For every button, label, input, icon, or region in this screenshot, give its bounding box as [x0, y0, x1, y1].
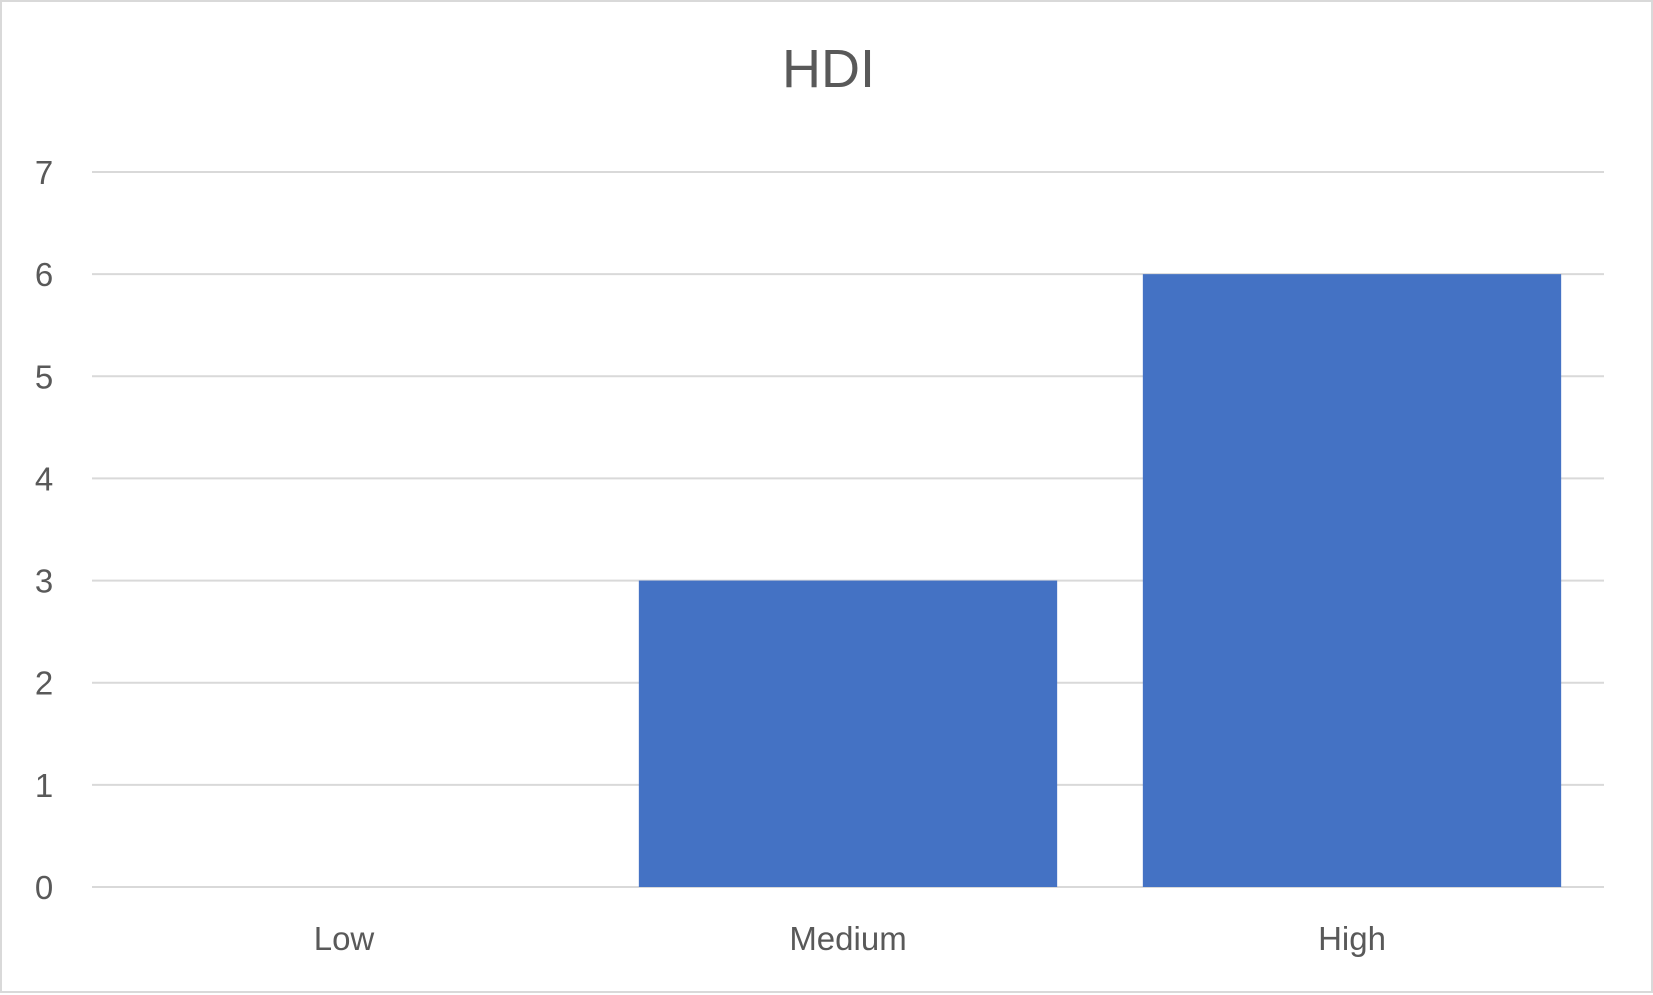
x-axis-ticks: Low Medium High — [314, 920, 1386, 957]
x-tick-label-low: Low — [314, 920, 375, 957]
bar-high — [1142, 274, 1562, 888]
y-tick-label: 2 — [35, 665, 53, 702]
bars — [638, 274, 1562, 888]
y-tick-label: 3 — [35, 563, 53, 600]
y-tick-label: 4 — [35, 460, 53, 497]
y-tick-label: 7 — [35, 154, 53, 191]
x-tick-label-high: High — [1318, 920, 1386, 957]
y-tick-label: 1 — [35, 767, 53, 804]
x-tick-label-medium: Medium — [789, 920, 906, 957]
chart-title: HDI — [782, 39, 875, 99]
y-tick-label: 0 — [35, 869, 53, 906]
y-axis-ticks: 0 1 2 3 4 5 6 7 — [35, 154, 53, 906]
y-tick-label: 5 — [35, 358, 53, 395]
y-tick-label: 6 — [35, 256, 53, 293]
bar-medium — [638, 580, 1058, 887]
